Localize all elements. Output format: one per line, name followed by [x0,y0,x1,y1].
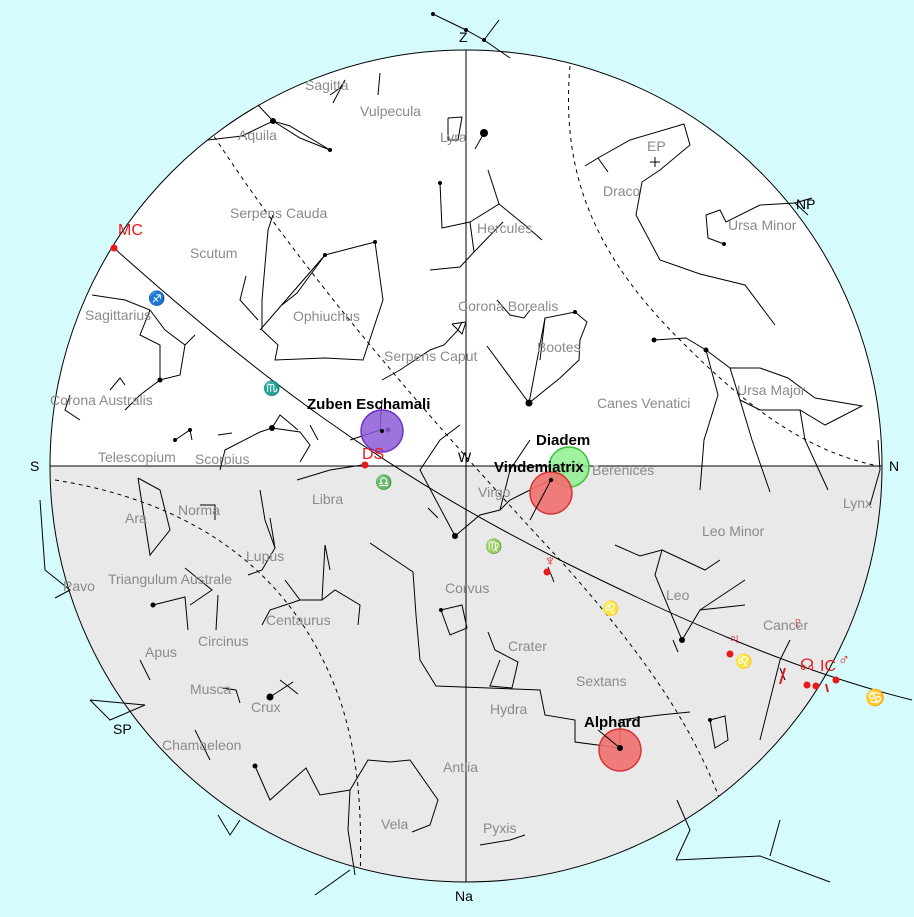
constellation-label: Antlia [443,759,478,775]
constellation-label: Ursa Minor [728,217,797,233]
ds-point[interactable] [361,461,369,469]
cancer-sign: ♋ [865,688,885,707]
constellation-label: Vela [381,816,408,832]
constellation-label: Canes Venatici [597,395,690,411]
mars-symbol: ♂ [838,652,850,669]
star-name-label: Alphard [584,714,641,731]
constellation-label: Scutum [190,245,237,261]
neptune-symbol: ♆ [544,553,556,570]
constellation-label: Bootes [537,339,581,355]
highlighted-stars [360,409,642,772]
pluto-symbol: ♇ [792,615,804,632]
constellation-label: Ophiuchus [293,308,360,324]
constellation-label: Centaurus [266,612,331,628]
constellation-label: Berenices [592,462,654,478]
antarctic-circle-line [54,479,362,882]
jupiter-symbol: ♃ [728,631,740,648]
mc-label: MC [118,222,143,239]
constellation-label: Corvus [445,580,489,596]
constellation-label: Scorpius [195,451,249,467]
constellation-label: Libra [312,491,343,507]
scorpio-sign: ♏ [263,380,280,397]
star-name-label: Zuben Eschamali [307,396,430,413]
ds-label: DS [362,446,384,463]
constellation-label: Apus [145,644,177,660]
constellation-label: Circinus [198,633,249,649]
ic-point[interactable] [803,681,811,689]
constellation-label: Lupus [246,548,284,564]
constellation-label: Corona Australis [50,392,153,408]
constellation-labels: Sagitta Vulpecula Aquila Lyra Draco Serp… [50,77,872,836]
constellation-label: Hydra [490,701,528,717]
vindemiatrix-marker[interactable] [529,471,573,515]
constellation-label: Draco [603,183,641,199]
constellation-label: Norma [178,502,220,518]
constellation-label: Hercules [477,220,532,236]
west-label: W [458,449,472,465]
constellation-label: Crater [508,638,547,654]
constellation-label: Ara [125,510,147,526]
zenith-label: Z [459,29,468,45]
chart-points [110,244,840,693]
sagittarius-sign: ♐ [148,290,165,307]
constellation-label: Corona Borealis [458,298,558,314]
star-name-label: Vindemiatrix [494,459,584,476]
constellation-label: Chamaeleon [162,737,241,753]
constellation-label: Leo [666,587,690,603]
constellation-label: Aquila [238,127,277,143]
leo-sign: ♌ [602,600,619,617]
neptune-point[interactable] [543,568,551,576]
mc-point[interactable] [110,244,118,252]
constellation-label: Pavo [63,578,95,594]
constellation-label: Sagittarius [85,307,151,323]
constellation-label: Lynx [843,495,872,511]
jupiter-point[interactable] [726,650,734,658]
constellation-label: Pyxis [483,820,516,836]
south-label: S [30,458,39,474]
mars-point[interactable] [832,676,840,684]
constellation-label: Lyra [440,129,467,145]
equator-line [209,129,721,801]
star-name-labels: Zuben Eschamali Diadem Vindemiatrix Alph… [307,396,641,731]
constellation-label: Telescopium [98,449,176,465]
zodiac-signs: ♐ ♏ ♎ ♍ ♌ ♌ ♋ [148,290,885,707]
constellation-label: Virgo [478,484,511,500]
sky-dome [49,49,883,883]
ecliptic-line [113,247,913,701]
nadir-label: Na [455,888,473,904]
constellation-label: Sagitta [305,77,349,93]
star-name-label: Diadem [536,432,590,449]
constellation-label: Serpens Caput [384,348,478,364]
constellation-label: Musca [190,681,231,697]
constellation-label: Crux [251,699,281,715]
libra-sign: ♎ [375,474,392,491]
constellation-label: Cancer [763,617,808,633]
ecliptic-pole-label: EP [647,138,666,154]
constellation-label: Serpens Cauda [230,205,328,221]
virgo-sign: ♍ [485,538,502,555]
constellation-label: Ursa Major [737,382,806,398]
north-pole-label: NP [796,196,815,212]
node-point[interactable] [812,682,820,690]
south-pole-label: SP [113,721,132,737]
constellation-label: Triangulum Australe [108,571,232,587]
constellation-label: Vulpecula [360,103,421,119]
constellation-label: Leo Minor [702,523,765,539]
node-symbol: ☊ [800,657,814,674]
north-label: N [889,458,899,474]
constellation-label: Sextans [576,673,627,689]
ic-label: IC [820,658,836,675]
node-sign-small: ♌ [735,653,752,670]
